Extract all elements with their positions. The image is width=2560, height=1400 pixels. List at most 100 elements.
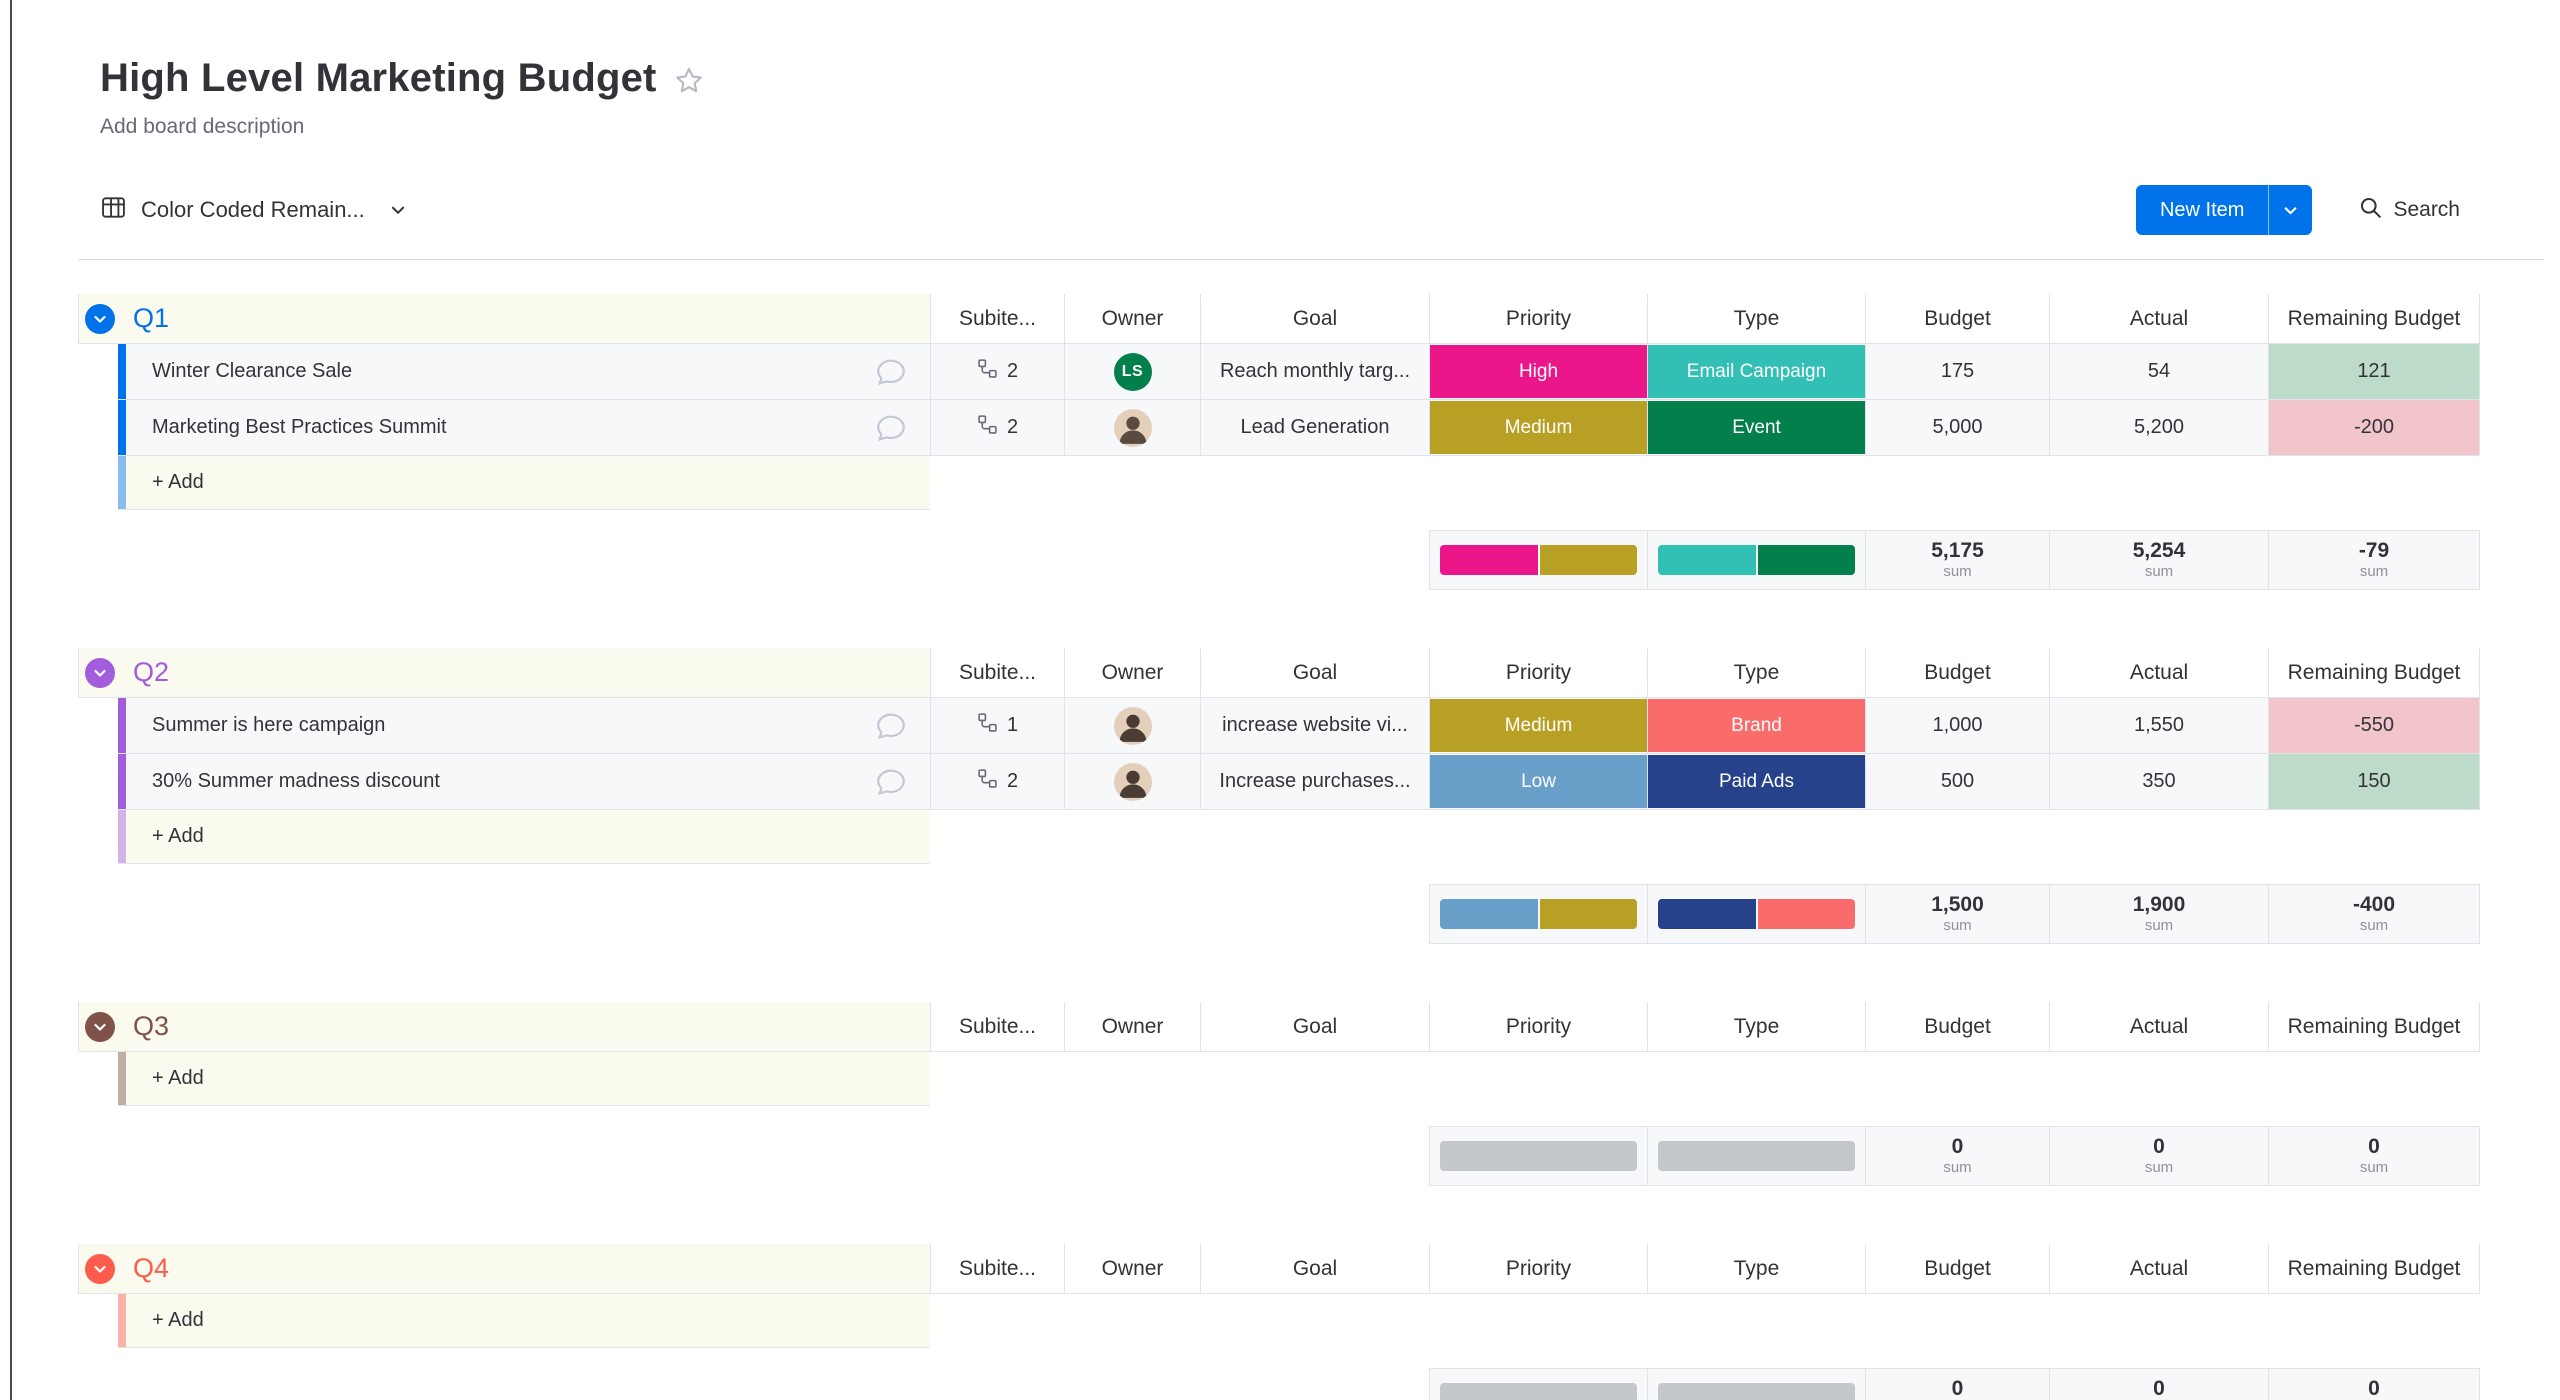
group-title[interactable]: Q1	[133, 303, 170, 333]
subitems-cell[interactable]: 2	[930, 754, 1064, 810]
budget-cell[interactable]: 175	[1865, 344, 2049, 400]
item-name[interactable]: Marketing Best Practices Summit	[152, 416, 447, 438]
column-header-subitems[interactable]: Subite...	[930, 1002, 1064, 1052]
group-title[interactable]: Q2	[133, 657, 170, 687]
column-header-actual[interactable]: Actual	[2049, 1244, 2268, 1294]
add-item-label[interactable]: + Add	[152, 1309, 204, 1331]
new-item-label[interactable]: New Item	[2135, 185, 2269, 235]
type-cell[interactable]: Event	[1647, 400, 1865, 456]
group-title[interactable]: Q4	[133, 1253, 170, 1283]
owner-avatar[interactable]: LS	[1113, 352, 1152, 391]
board-description[interactable]: Add board description	[100, 115, 305, 138]
column-header-remaining[interactable]: Remaining Budget	[2268, 294, 2480, 344]
search-button[interactable]: Search	[2358, 195, 2460, 226]
priority-cell[interactable]: Medium	[1429, 400, 1647, 456]
owner-avatar[interactable]	[1113, 762, 1152, 801]
column-header-priority[interactable]: Priority	[1429, 294, 1647, 344]
column-header-type[interactable]: Type	[1647, 1244, 1865, 1294]
owner-avatar[interactable]	[1113, 706, 1152, 745]
collapse-group-icon[interactable]	[85, 657, 115, 688]
collapse-group-icon[interactable]	[85, 1011, 115, 1042]
subitems-cell[interactable]: 1	[930, 698, 1064, 754]
actual-cell[interactable]: 54	[2049, 344, 2268, 400]
budget-cell[interactable]: 500	[1865, 754, 2049, 810]
column-header-actual[interactable]: Actual	[2049, 294, 2268, 344]
comment-icon[interactable]	[874, 355, 908, 389]
column-header-owner[interactable]: Owner	[1064, 648, 1200, 698]
collapse-group-icon[interactable]	[85, 1253, 115, 1284]
column-header-type[interactable]: Type	[1647, 1002, 1865, 1052]
favorite-star-icon[interactable]	[673, 65, 705, 97]
item-name[interactable]: 30% Summer madness discount	[152, 770, 440, 792]
type-cell[interactable]: Paid Ads	[1647, 754, 1865, 810]
new-item-button[interactable]: New Item	[2135, 185, 2313, 235]
column-header-subitems[interactable]: Subite...	[930, 1244, 1064, 1294]
column-header-budget[interactable]: Budget	[1865, 1244, 2049, 1294]
owner-cell[interactable]	[1064, 754, 1200, 810]
comment-icon[interactable]	[874, 765, 908, 799]
add-item-cell[interactable]: + Add	[118, 456, 930, 510]
owner-cell[interactable]	[1064, 698, 1200, 754]
remaining-cell[interactable]: -550	[2268, 698, 2480, 754]
column-header-budget[interactable]: Budget	[1865, 1002, 2049, 1052]
add-item-label[interactable]: + Add	[152, 825, 204, 847]
priority-cell[interactable]: Medium	[1429, 698, 1647, 754]
column-header-priority[interactable]: Priority	[1429, 1244, 1647, 1294]
actual-cell[interactable]: 5,200	[2049, 400, 2268, 456]
column-header-goal[interactable]: Goal	[1200, 1244, 1429, 1294]
column-header-budget[interactable]: Budget	[1865, 648, 2049, 698]
goal-cell[interactable]: Increase purchases...	[1200, 754, 1429, 810]
item-name[interactable]: Summer is here campaign	[152, 714, 386, 736]
column-header-subitems[interactable]: Subite...	[930, 648, 1064, 698]
goal-cell[interactable]: increase website vi...	[1200, 698, 1429, 754]
remaining-cell[interactable]: -200	[2268, 400, 2480, 456]
column-header-owner[interactable]: Owner	[1064, 1002, 1200, 1052]
comment-icon[interactable]	[874, 411, 908, 445]
remaining-cell[interactable]: 150	[2268, 754, 2480, 810]
item-name-cell[interactable]: Summer is here campaign	[118, 698, 930, 754]
add-item-row[interactable]: + Add	[78, 456, 2560, 510]
add-item-label[interactable]: + Add	[152, 1067, 204, 1089]
subitems-cell[interactable]: 2	[930, 344, 1064, 400]
column-header-remaining[interactable]: Remaining Budget	[2268, 1002, 2480, 1052]
column-header-owner[interactable]: Owner	[1064, 294, 1200, 344]
page-title[interactable]: High Level Marketing Budget	[100, 56, 657, 100]
view-selector[interactable]: Color Coded Remain...	[100, 194, 407, 226]
column-header-remaining[interactable]: Remaining Budget	[2268, 648, 2480, 698]
column-header-subitems[interactable]: Subite...	[930, 294, 1064, 344]
owner-avatar[interactable]	[1113, 408, 1152, 447]
column-header-goal[interactable]: Goal	[1200, 1002, 1429, 1052]
remaining-cell[interactable]: 121	[2268, 344, 2480, 400]
owner-cell[interactable]: LS	[1064, 344, 1200, 400]
goal-cell[interactable]: Lead Generation	[1200, 400, 1429, 456]
new-item-chevron-icon[interactable]	[2268, 185, 2313, 235]
type-cell[interactable]: Email Campaign	[1647, 344, 1865, 400]
owner-cell[interactable]	[1064, 400, 1200, 456]
priority-cell[interactable]: High	[1429, 344, 1647, 400]
column-header-owner[interactable]: Owner	[1064, 1244, 1200, 1294]
column-header-type[interactable]: Type	[1647, 294, 1865, 344]
column-header-type[interactable]: Type	[1647, 648, 1865, 698]
actual-cell[interactable]: 350	[2049, 754, 2268, 810]
column-header-goal[interactable]: Goal	[1200, 648, 1429, 698]
chevron-down-icon[interactable]	[389, 201, 407, 219]
subitems-cell[interactable]: 2	[930, 400, 1064, 456]
column-header-remaining[interactable]: Remaining Budget	[2268, 1244, 2480, 1294]
type-cell[interactable]: Brand	[1647, 698, 1865, 754]
add-item-cell[interactable]: + Add	[118, 1052, 930, 1106]
item-name-cell[interactable]: 30% Summer madness discount	[118, 754, 930, 810]
column-header-actual[interactable]: Actual	[2049, 1002, 2268, 1052]
add-item-row[interactable]: + Add	[78, 1294, 2560, 1348]
add-item-label[interactable]: + Add	[152, 471, 204, 493]
item-name[interactable]: Winter Clearance Sale	[152, 360, 353, 382]
comment-icon[interactable]	[874, 709, 908, 743]
item-name-cell[interactable]: Marketing Best Practices Summit	[118, 400, 930, 456]
item-name-cell[interactable]: Winter Clearance Sale	[118, 344, 930, 400]
column-header-budget[interactable]: Budget	[1865, 294, 2049, 344]
add-item-row[interactable]: + Add	[78, 810, 2560, 864]
add-item-cell[interactable]: + Add	[118, 810, 930, 864]
add-item-row[interactable]: + Add	[78, 1052, 2560, 1106]
group-title[interactable]: Q3	[133, 1011, 170, 1041]
goal-cell[interactable]: Reach monthly targ...	[1200, 344, 1429, 400]
column-header-priority[interactable]: Priority	[1429, 1002, 1647, 1052]
